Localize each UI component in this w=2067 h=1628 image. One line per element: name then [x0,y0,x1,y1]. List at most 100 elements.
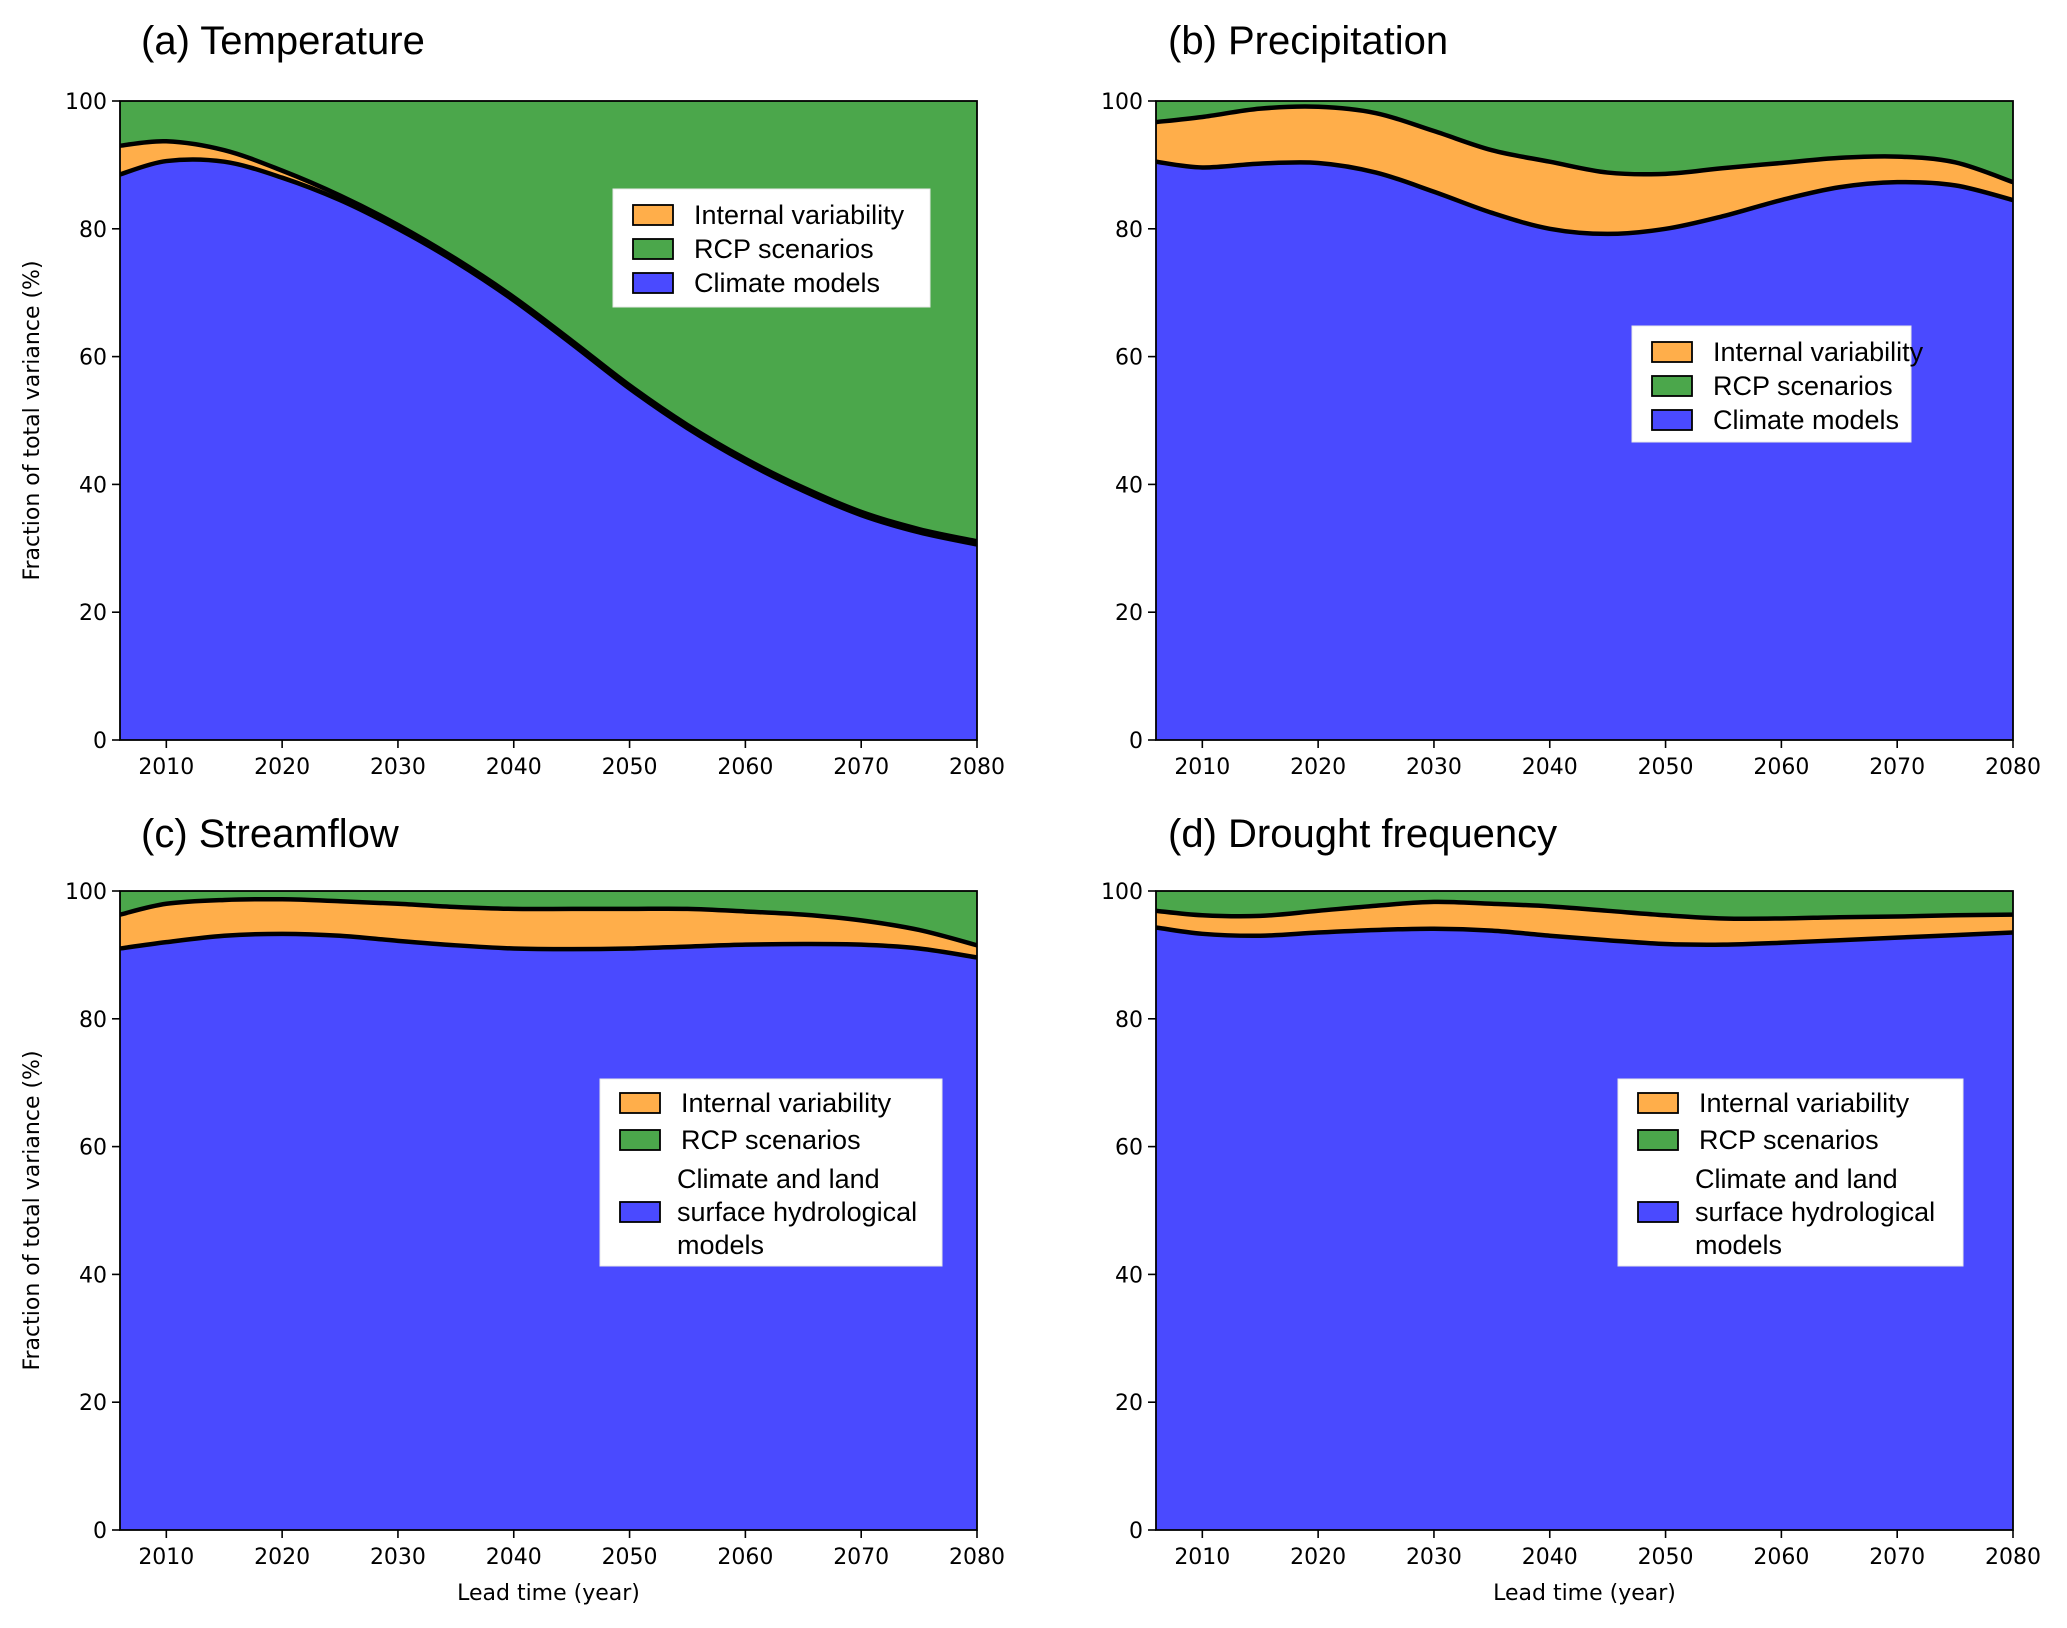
axes-frame [1155,890,2014,1531]
legend-swatch-internal-variability [632,204,674,226]
x-tick-label: 2040 [486,1545,542,1570]
legend-label: Internal variability [1713,337,1924,367]
legend-label: Internal variability [1699,1088,1910,1118]
x-tick-label: 2020 [254,1545,310,1570]
area-rcp-scenarios [1156,891,2013,919]
legend: Internal variability RCP scenarios Climate… [612,188,931,308]
legend-label: Internal variability [694,200,905,230]
area-internal-variability [1156,901,2013,945]
x-tick-label: 2010 [1174,755,1230,780]
series-boundary-line [120,157,977,547]
x-tick-label: 2050 [602,755,658,780]
y-tick-label: 60 [1115,1136,1143,1161]
x-tick-label: 2050 [602,1545,658,1570]
x-tick-label: 2060 [1753,1545,1809,1570]
legend-label: Climate models [1713,405,1899,435]
x-tick-label: 2080 [1985,1545,2041,1570]
legend-label: Internal variability [681,1088,892,1118]
legend: Internal variability RCP scenarios Climate… [599,1078,943,1267]
x-tick-label: 2020 [1290,1545,1346,1570]
area-layers [1156,101,2013,740]
x-tick-label: 2070 [1869,755,1925,780]
y-tick-label: 80 [79,218,107,243]
x-tick-label: 2080 [1985,755,2041,780]
x-axis-label: Lead time (year) [1493,1581,1676,1606]
legend-swatch-rcp-scenarios [1651,375,1693,397]
x-tick-label: 2030 [1406,755,1462,780]
x-tick-label: 2080 [949,755,1005,780]
y-tick-label: 80 [1115,1008,1143,1033]
x-tick-label: 2040 [1522,755,1578,780]
y-tick-label: 100 [65,880,107,905]
legend-swatch-rcp-scenarios [632,238,674,260]
y-tick-label: 20 [1115,1391,1143,1416]
legend-label: Climate and land [1695,1164,1898,1194]
x-tick-label: 2020 [254,755,310,780]
y-tick-label: 0 [93,729,107,754]
legend-swatch-climate-and-land-surface-hydrological-models [619,1201,661,1223]
x-tick-label: 2030 [370,1545,426,1570]
y-tick-label: 0 [1129,1519,1143,1544]
legend-label: Climate and land [677,1164,880,1194]
area-layers [1156,891,2013,1530]
legend-swatch-climate-and-land-surface-hydrological-models [1637,1201,1679,1223]
panel-title: (b) Precipitation [1168,19,1448,63]
y-tick-label: 0 [1129,729,1143,754]
x-tick-label: 2030 [370,755,426,780]
legend-label: Climate models [694,268,880,298]
y-tick-label: 40 [79,473,107,498]
series-boundary-line [120,138,977,544]
y-tick-label: 60 [1115,346,1143,371]
panel-title: (c) Streamflow [141,812,399,856]
x-tick-label: 2030 [1406,1545,1462,1570]
x-tick-label: 2060 [1753,755,1809,780]
legend: Internal variability RCP scenarios Climate… [1617,1078,1964,1267]
y-tick-label: 60 [79,346,107,371]
x-tick-label: 2050 [1638,1545,1694,1570]
legend-label: surface hydrological [1695,1197,1935,1227]
y-tick-label: 0 [93,1519,107,1544]
y-tick-label: 40 [79,1263,107,1288]
y-axis-label: Fraction of total variance (%) [20,1050,45,1370]
legend-label: RCP scenarios [1699,1125,1879,1155]
x-tick-label: 2050 [1638,755,1694,780]
x-tick-label: 2070 [1869,1545,1925,1570]
y-tick-label: 100 [1101,90,1143,115]
x-tick-label: 2010 [1174,1545,1230,1570]
x-tick-label: 2040 [1522,1545,1578,1570]
x-tick-label: 2080 [949,1545,1005,1570]
legend-swatch-rcp-scenarios [619,1129,661,1151]
y-tick-label: 20 [79,1391,107,1416]
y-tick-label: 80 [79,1008,107,1033]
y-tick-label: 20 [1115,601,1143,626]
y-tick-label: 40 [1115,473,1143,498]
y-tick-label: 40 [1115,1263,1143,1288]
area-climate-models [1156,161,2013,740]
x-tick-label: 2070 [833,755,889,780]
series-boundary-line [1156,159,2013,237]
legend-label: RCP scenarios [681,1125,861,1155]
y-axis-label: Fraction of total variance (%) [20,260,45,580]
y-tick-label: 100 [65,90,107,115]
area-rcp-scenarios [120,891,977,946]
legend-swatch-rcp-scenarios [1637,1129,1679,1151]
panel-title: (d) Drought frequency [1168,812,1557,856]
x-tick-label: 2060 [717,1545,773,1570]
x-tick-label: 2020 [1290,755,1346,780]
legend-label: models [677,1230,764,1260]
legend-swatch-climate-models [632,272,674,294]
x-axis-label: Lead time (year) [457,1581,640,1606]
area-rcp-scenarios [1156,101,2013,183]
area-climate-and-land-surface-hydrological-models [1156,927,2013,1530]
legend-label: RCP scenarios [1713,371,1893,401]
legend: Internal variability RCP scenarios Climate… [1631,325,1924,443]
y-tick-label: 80 [1115,218,1143,243]
legend-swatch-internal-variability [619,1092,661,1114]
x-tick-label: 2040 [486,755,542,780]
legend-label: surface hydrological [677,1197,917,1227]
series-boundary-line [1156,899,2013,922]
area-climate-models [120,159,977,740]
